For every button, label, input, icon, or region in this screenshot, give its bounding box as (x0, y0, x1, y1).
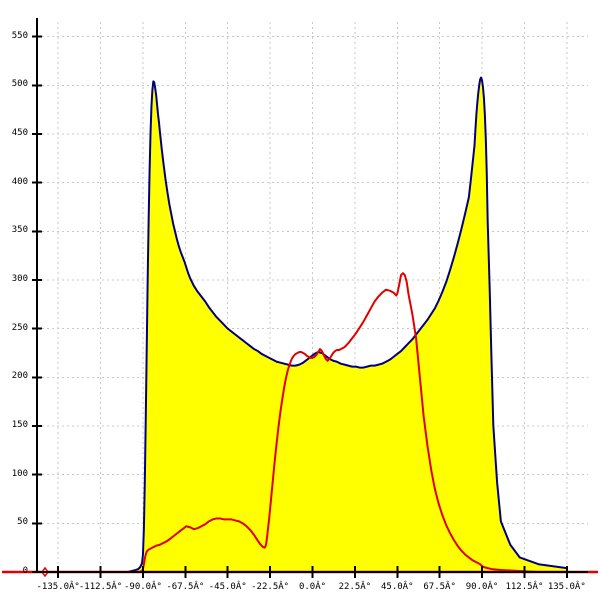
y-tick-label: 250 (11, 322, 28, 333)
x-tick-label: -90.0Â° (123, 582, 162, 592)
x-tick-label: 45.0Â° (381, 582, 414, 592)
x-tick-label: 0.0Â° (298, 582, 327, 592)
y-tick-label: 0 (22, 566, 28, 576)
x-tick-label: -45.0Â° (208, 582, 247, 592)
y-tick-label: 550 (11, 30, 28, 41)
x-tick-label: -135.0Â° (36, 582, 80, 592)
y-tick-label: 450 (11, 127, 28, 138)
x-tick-label: 90.0Â° (465, 582, 499, 592)
y-tick-label: 100 (11, 468, 28, 479)
tick-marks (32, 35, 568, 578)
y-tick-label: 500 (11, 79, 28, 90)
y-tick-label: 50 (17, 517, 28, 528)
x-tick-label: -67.5Â° (166, 582, 205, 592)
y-tick-label: 400 (11, 176, 28, 187)
x-tick-label: -22.5Â° (251, 582, 290, 592)
y-tick-label: 300 (11, 273, 28, 284)
x-tick-label: 22.5Â° (338, 582, 372, 592)
y-tick-label: 200 (11, 371, 28, 382)
area-fill (58, 77, 567, 573)
x-tick-label: 67.5Â° (423, 582, 456, 592)
x-tick-label: 112.5Â° (505, 582, 544, 592)
x-tick-label: 135.0Â° (547, 582, 586, 592)
x-tick-label: -112.5Â° (78, 582, 123, 592)
y-tick-label: 350 (11, 225, 28, 236)
y-tick-label: 150 (11, 419, 28, 430)
